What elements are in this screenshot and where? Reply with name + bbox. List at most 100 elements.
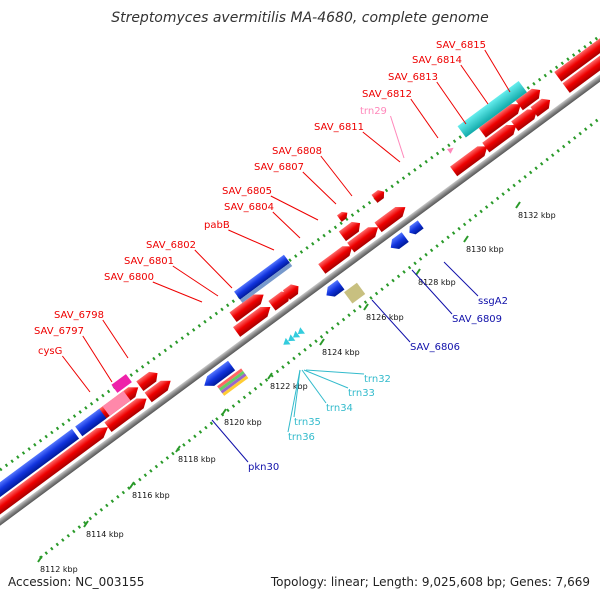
gene-label[interactable]: pkn30 (248, 462, 279, 473)
gene-label[interactable]: SAV_6801 (124, 256, 174, 267)
gene-arrow[interactable] (338, 218, 364, 242)
region-block[interactable] (218, 370, 245, 392)
gene-label[interactable]: ssgA2 (478, 296, 508, 307)
region-block[interactable] (344, 282, 366, 304)
scale-tick (319, 338, 325, 346)
gene-arrow[interactable] (318, 242, 356, 274)
gene-arrow[interactable] (406, 220, 424, 236)
region-block[interactable] (217, 368, 243, 389)
gene-arrow[interactable] (511, 105, 541, 132)
scale-tick (129, 481, 135, 489)
gene-arrow[interactable] (104, 394, 150, 432)
gene-arrow[interactable] (282, 281, 302, 300)
gene-arrow[interactable] (136, 368, 161, 391)
region-block[interactable] (220, 373, 247, 394)
leader-line (460, 64, 489, 105)
leader-line (410, 98, 439, 139)
gene-label[interactable]: SAV_6813 (388, 72, 438, 83)
gene-arrow[interactable] (233, 302, 274, 337)
gene-arrow[interactable] (268, 288, 293, 311)
scale-tick (83, 520, 89, 528)
leader-line (272, 211, 301, 239)
gene-label[interactable]: trn33 (348, 388, 375, 399)
gene-label[interactable]: trn36 (288, 432, 315, 443)
gene-arrow[interactable] (562, 35, 600, 93)
gene-arrow[interactable] (144, 376, 175, 403)
gene-label[interactable]: SAV_6808 (272, 146, 322, 157)
gene-arrow[interactable] (515, 85, 544, 111)
gene-arrow[interactable] (229, 290, 268, 322)
gene-arrow[interactable] (336, 209, 350, 222)
region-block[interactable] (234, 254, 290, 300)
gene-label[interactable]: trn34 (326, 403, 353, 414)
gene-label[interactable]: trn29 (360, 106, 387, 117)
gene-label[interactable]: SAV_6798 (54, 310, 104, 321)
gene-label[interactable]: SAV_6804 (224, 202, 274, 213)
gene-label[interactable]: SAV_6800 (104, 272, 154, 283)
trna-feature[interactable] (446, 145, 455, 154)
scale-tick (37, 555, 43, 563)
gene-label[interactable]: SAV_6802 (146, 240, 196, 251)
leader-line (302, 171, 337, 205)
leader-line (362, 131, 401, 163)
scale-tick-label: 8118 kbp (178, 455, 216, 464)
region-block[interactable] (222, 375, 249, 396)
gene-label[interactable]: SAV_6814 (412, 55, 462, 66)
scale-tick-label: 8132 kbp (518, 211, 556, 220)
gene-label[interactable]: SAV_6805 (222, 186, 272, 197)
trna-cluster[interactable] (281, 327, 305, 348)
gene-arrow[interactable] (482, 120, 520, 153)
gene-arrow[interactable] (450, 142, 491, 177)
scale-tick (515, 201, 521, 209)
gene-label[interactable]: SAV_6815 (436, 40, 486, 51)
scale-tick-label: 8116 kbp (132, 491, 170, 500)
gene-arrow[interactable] (323, 279, 345, 300)
forward-track[interactable] (0, 13, 600, 534)
leader-line (102, 319, 129, 359)
gene-label[interactable]: pabB (204, 220, 230, 231)
leader-line (305, 369, 365, 375)
gene-arrow[interactable] (478, 99, 525, 138)
region-block[interactable] (111, 374, 132, 393)
region-block[interactable] (240, 262, 293, 303)
leader-line (371, 299, 411, 343)
region-block[interactable] (0, 428, 80, 522)
leader-line (152, 281, 203, 303)
region-block[interactable] (457, 81, 527, 138)
gene-arrow[interactable] (387, 232, 409, 252)
scale-tick-label: 8122 kbp (270, 382, 308, 391)
gene-label[interactable]: SAV_6807 (254, 162, 304, 173)
gene-arrow[interactable] (201, 360, 236, 391)
gene-label[interactable]: SAV_6797 (34, 326, 84, 337)
leader-line (303, 369, 349, 389)
gene-label[interactable]: SAV_6812 (362, 89, 412, 100)
gene-arrow[interactable] (371, 188, 387, 203)
scale-tick (175, 445, 181, 453)
region-block[interactable] (75, 408, 107, 437)
gene-label[interactable]: SAV_6811 (314, 122, 364, 133)
gene-arrow[interactable] (347, 222, 381, 253)
leader-line (211, 419, 249, 463)
leader-line (411, 269, 453, 315)
gene-arrow[interactable] (0, 422, 112, 534)
scale-tick-label: 8114 kbp (86, 530, 124, 539)
gene-label[interactable]: trn32 (364, 374, 391, 385)
gene-arrow[interactable] (554, 24, 600, 82)
map-title: Streptomyces avermitilis MA-4680, comple… (111, 10, 489, 26)
gene-arrow[interactable] (374, 202, 409, 233)
leader-line (390, 115, 405, 159)
gene-label[interactable]: SAV_6809 (452, 314, 502, 325)
gene-label[interactable]: SAV_6806 (410, 342, 460, 353)
scale-tick (415, 268, 421, 276)
leader-line (484, 49, 511, 93)
gene-arrow[interactable] (530, 95, 553, 117)
accession-text: Accession: NC_003155 (8, 575, 144, 589)
reverse-track[interactable] (201, 220, 435, 403)
region-block[interactable] (102, 390, 131, 416)
gene-label[interactable]: cysG (38, 346, 62, 357)
gene-label[interactable]: trn35 (294, 417, 321, 428)
region-track[interactable] (0, 81, 534, 522)
scale-tick (267, 372, 273, 380)
